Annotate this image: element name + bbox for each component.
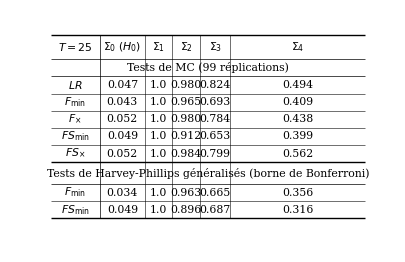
Text: 0.687: 0.687: [199, 205, 230, 215]
Text: $\Sigma_1$: $\Sigma_1$: [151, 40, 165, 54]
Text: $FS_{\times}$: $FS_{\times}$: [65, 147, 85, 160]
Text: 0.049: 0.049: [107, 205, 138, 215]
Text: 0.980: 0.980: [170, 80, 201, 90]
Text: 1.0: 1.0: [149, 188, 167, 198]
Text: 0.965: 0.965: [170, 97, 201, 107]
Text: 1.0: 1.0: [149, 97, 167, 107]
Text: 0.409: 0.409: [281, 97, 313, 107]
Text: $F_{\min}$: $F_{\min}$: [64, 186, 86, 199]
Text: $LR$: $LR$: [68, 79, 82, 91]
Text: 0.049: 0.049: [107, 132, 138, 141]
Text: 0.912: 0.912: [170, 132, 201, 141]
Text: $FS_{\min}$: $FS_{\min}$: [60, 129, 90, 143]
Text: $\Sigma_4$: $\Sigma_4$: [290, 40, 304, 54]
Text: $F_{\times}$: $F_{\times}$: [68, 113, 82, 126]
Text: 1.0: 1.0: [149, 205, 167, 215]
Text: $\Sigma_0\;(H_0)$: $\Sigma_0\;(H_0)$: [103, 41, 141, 54]
Text: 0.799: 0.799: [199, 149, 230, 159]
Text: $T = 25$: $T = 25$: [58, 41, 92, 53]
Text: $F_{\min}$: $F_{\min}$: [64, 95, 86, 109]
Text: 0.052: 0.052: [107, 114, 138, 124]
Text: 0.693: 0.693: [199, 97, 230, 107]
Text: 0.963: 0.963: [170, 188, 201, 198]
Text: 0.052: 0.052: [107, 149, 138, 159]
Text: 0.316: 0.316: [281, 205, 313, 215]
Text: Tests de MC (99 réplications): Tests de MC (99 réplications): [127, 62, 288, 73]
Text: 0.562: 0.562: [281, 149, 313, 159]
Text: 0.665: 0.665: [199, 188, 230, 198]
Text: 1.0: 1.0: [149, 114, 167, 124]
Text: 1.0: 1.0: [149, 80, 167, 90]
Text: 0.494: 0.494: [281, 80, 313, 90]
Text: 0.896: 0.896: [170, 205, 201, 215]
Text: 1.0: 1.0: [149, 132, 167, 141]
Text: $FS_{\min}$: $FS_{\min}$: [60, 203, 90, 217]
Text: 0.438: 0.438: [281, 114, 313, 124]
Text: 1.0: 1.0: [149, 149, 167, 159]
Text: 0.043: 0.043: [107, 97, 138, 107]
Text: 0.980: 0.980: [170, 114, 201, 124]
Text: 0.824: 0.824: [199, 80, 230, 90]
Text: 0.784: 0.784: [199, 114, 230, 124]
Text: $\Sigma_2$: $\Sigma_2$: [179, 40, 192, 54]
Text: 0.034: 0.034: [107, 188, 138, 198]
Text: 0.653: 0.653: [199, 132, 230, 141]
Text: 0.399: 0.399: [281, 132, 313, 141]
Text: $\Sigma_3$: $\Sigma_3$: [208, 40, 221, 54]
Text: 0.984: 0.984: [170, 149, 201, 159]
Text: Tests de Harvey-Phillips généralisés (borne de Bonferroni): Tests de Harvey-Phillips généralisés (bo…: [47, 168, 369, 179]
Text: 0.047: 0.047: [107, 80, 138, 90]
Text: 0.356: 0.356: [281, 188, 313, 198]
